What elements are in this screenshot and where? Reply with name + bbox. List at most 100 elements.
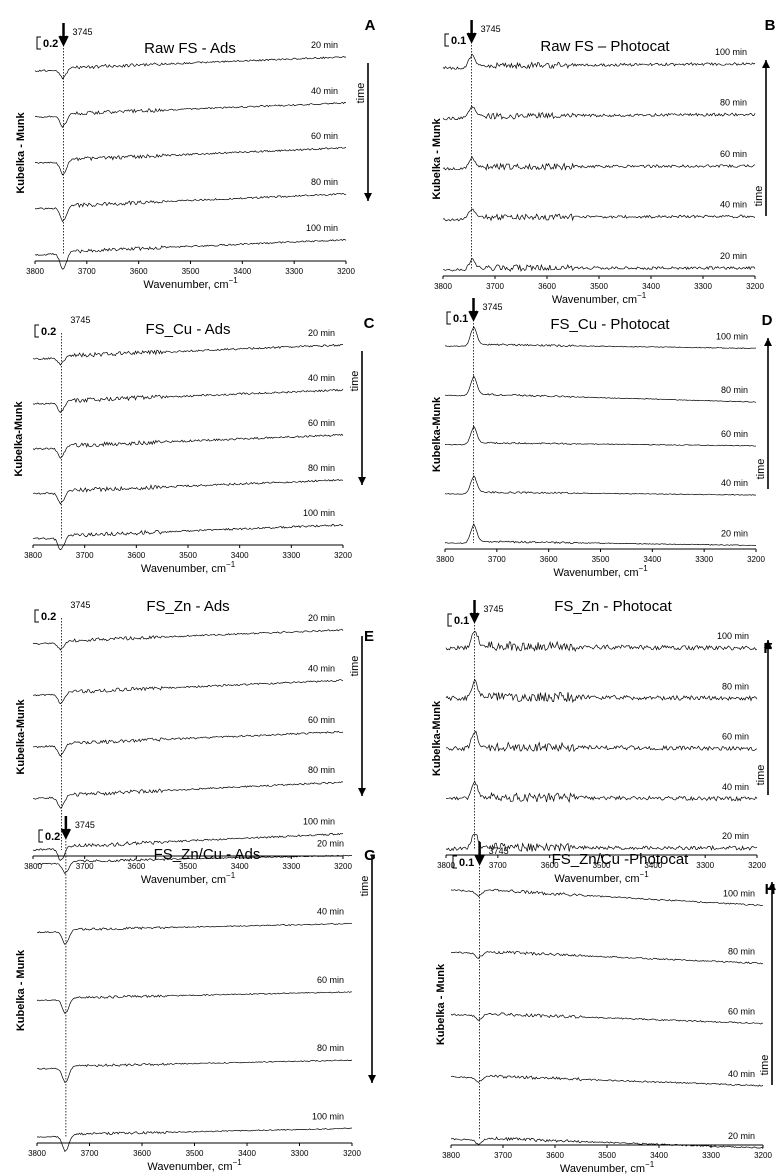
- spectrum-trace: [32, 730, 344, 757]
- x-tick-label: 3600: [541, 861, 559, 870]
- x-tick-label: 3200: [748, 861, 766, 870]
- spectrum-trace: [32, 524, 344, 551]
- spectrum-trace: [34, 146, 347, 176]
- time-label: time: [753, 186, 765, 207]
- x-tick-label: 3700: [489, 861, 507, 870]
- series-label: 40 min: [308, 663, 335, 673]
- x-tick-label: 3500: [590, 282, 608, 291]
- series-label: 100 min: [303, 817, 335, 827]
- spectrum-trace: [450, 1074, 764, 1087]
- x-tick-label: 3200: [746, 282, 764, 291]
- time-label: time: [349, 656, 361, 677]
- y-axis-label: Kubelka - Munk: [15, 111, 27, 193]
- y-axis-label: Kubelka-Munk: [15, 699, 27, 775]
- series-label: 60 min: [722, 732, 749, 742]
- scale-bar: [38, 829, 43, 843]
- x-tick-label: 3500: [592, 555, 610, 564]
- series-label: 60 min: [311, 131, 338, 141]
- panel-title: FS_Zn - Photocat: [554, 598, 672, 615]
- series-label: 100 min: [717, 631, 749, 641]
- series-label: 20 min: [722, 831, 749, 841]
- time-label: time: [755, 765, 767, 786]
- series-label: 100 min: [723, 889, 755, 899]
- scale-bar: [446, 311, 451, 325]
- time-arrow-head: [364, 193, 372, 201]
- spectrum-trace: [442, 53, 756, 70]
- time-arrow-head: [764, 640, 772, 648]
- x-axis-label: Wavenumber, cm−1: [552, 291, 647, 306]
- panel-letter: B: [765, 17, 776, 34]
- x-tick-label: 3600: [133, 1149, 151, 1158]
- series-label: 40 min: [317, 907, 344, 917]
- panel-letter: D: [762, 312, 773, 329]
- panel-title: FS_Zn/Cu - Ads: [154, 846, 261, 863]
- spectrum-trace: [442, 105, 756, 121]
- series-label: 40 min: [311, 86, 338, 96]
- spectrum-trace: [450, 950, 764, 965]
- spectrum-trace: [32, 781, 344, 809]
- scale-bar-label: 0.2: [41, 326, 56, 338]
- x-tick-label: 3400: [238, 1149, 256, 1158]
- spectrum-trace: [32, 679, 344, 705]
- spectrum-trace: [450, 1012, 764, 1025]
- x-tick-label: 3300: [285, 267, 303, 276]
- scale-bar-label: 0.2: [45, 831, 60, 843]
- series-label: 100 min: [716, 331, 748, 341]
- spectrum-trace: [444, 375, 757, 403]
- spectrum-trace: [444, 523, 757, 546]
- time-arrow-head: [762, 60, 770, 68]
- spectrum-trace: [36, 1127, 353, 1153]
- x-tick-label: 3200: [754, 1151, 772, 1160]
- series-label: 80 min: [308, 765, 335, 775]
- panel-b: 3800 3700 3600 3500 3400 3300 3200 Wavenumber, …: [431, 17, 776, 306]
- x-tick-label: 3500: [182, 267, 200, 276]
- panel-title: FS_Cu - Photocat: [550, 316, 670, 333]
- time-label: time: [359, 876, 371, 897]
- panel-letter: G: [364, 847, 376, 864]
- x-tick-label: 3700: [494, 1151, 512, 1160]
- series-label: 80 min: [317, 1043, 344, 1053]
- series-label: 20 min: [308, 613, 335, 623]
- time-arrow-head: [764, 338, 772, 346]
- series-label: 20 min: [721, 528, 748, 538]
- panel-title: Raw FS – Photocat: [540, 38, 670, 55]
- scale-bar-label: 0.1: [453, 313, 468, 325]
- time-label: time: [349, 371, 361, 392]
- panel-d: 3800 3700 3600 3500 3400 3300 3200 Wavenumber, …: [431, 298, 773, 579]
- x-tick-label: 3300: [282, 551, 300, 560]
- series-label: 100 min: [715, 47, 747, 57]
- scale-bar-label: 0.2: [41, 611, 56, 623]
- spectrum-trace: [36, 991, 353, 1015]
- series-label: 20 min: [728, 1131, 755, 1141]
- series-label: 80 min: [311, 177, 338, 187]
- scale-bar: [34, 324, 39, 338]
- x-axis-label: Wavenumber, cm−1: [141, 560, 236, 575]
- y-axis-label: Kubelka - Munk: [15, 949, 27, 1031]
- series-label: 40 min: [728, 1069, 755, 1079]
- x-tick-label: 3200: [334, 862, 352, 871]
- x-axis-label: Wavenumber, cm−1: [554, 870, 649, 885]
- y-axis-label: Kubelka - Munk: [435, 963, 447, 1045]
- spectrum-trace: [444, 475, 757, 496]
- panel-title: FS_Zn/Cu -Photocat: [552, 851, 690, 868]
- y-axis-label: Kubelka-Munk: [431, 396, 443, 472]
- spectrum-trace: [32, 433, 344, 459]
- x-tick-label: 3600: [538, 282, 556, 291]
- panel-letter: E: [364, 628, 374, 645]
- spectrum-trace: [445, 730, 758, 753]
- scale-bar-label: 0.1: [454, 615, 469, 627]
- x-tick-label: 3300: [695, 555, 713, 564]
- peak-arrow: [58, 23, 69, 47]
- x-tick-label: 3800: [26, 267, 44, 276]
- spectrum-trace: [34, 56, 347, 80]
- spectrum-trace: [36, 1059, 353, 1084]
- time-label: time: [759, 1055, 771, 1076]
- time-arrow-head: [768, 882, 776, 890]
- x-tick-label: 3800: [24, 862, 42, 871]
- series-label: 40 min: [721, 478, 748, 488]
- x-tick-label: 3400: [642, 282, 660, 291]
- spectrum-trace: [34, 193, 347, 223]
- peak-arrow: [469, 600, 480, 624]
- series-label: 40 min: [720, 199, 747, 209]
